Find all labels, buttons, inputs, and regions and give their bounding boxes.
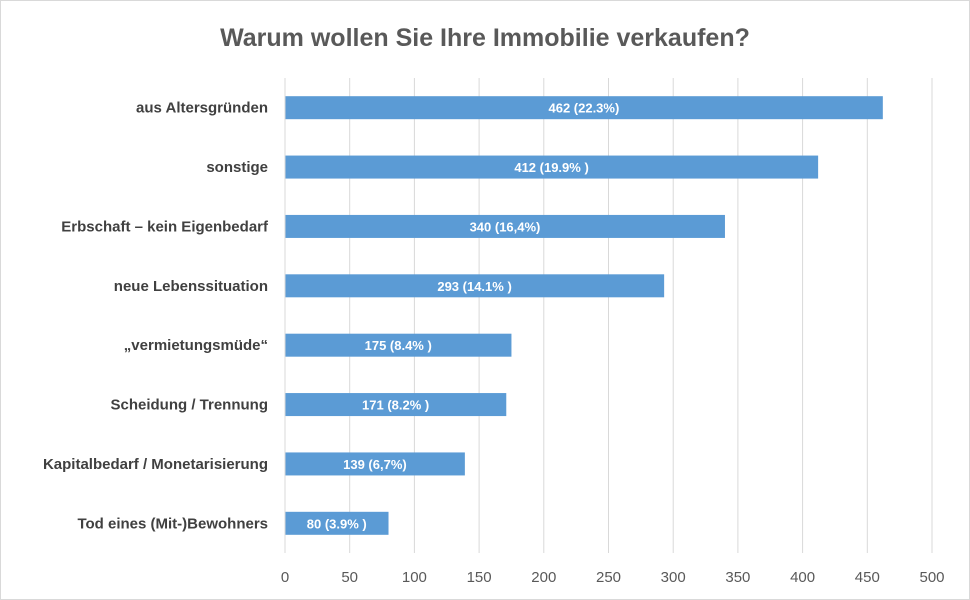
category-label: Scheidung / Trennung (111, 397, 269, 414)
x-tick-label: 350 (725, 569, 750, 586)
category-label: Erbschaft – kein Eigenbedarf (61, 218, 269, 235)
category-label: aus Altersgründen (136, 100, 268, 117)
bar (285, 214, 725, 238)
x-tick-label: 250 (596, 569, 621, 586)
data-label: 171 (8.2% ) (362, 398, 429, 413)
bar (285, 393, 507, 417)
x-tick-label: 200 (531, 569, 556, 586)
x-tick-label: 300 (661, 569, 686, 586)
x-tick-label: 400 (790, 569, 815, 586)
bars (285, 96, 883, 535)
x-tick-label: 150 (467, 569, 492, 586)
data-labels: 462 (22.3%) 412 (19.9% ) 340 (16,4%) 293 (1… (307, 101, 620, 532)
bar (285, 155, 819, 179)
x-tick-label: 450 (855, 569, 880, 586)
x-tick-label: 500 (919, 569, 944, 586)
category-label: neue Lebenssituation (114, 278, 268, 295)
data-label: 175 (8.4% ) (365, 338, 432, 353)
data-label: 80 (3.9% ) (307, 516, 367, 531)
category-label: Kapitalbedarf / Monetarisierung (43, 456, 268, 473)
category-label: sonstige (206, 159, 268, 176)
data-label: 340 (16,4%) (470, 219, 541, 234)
category-label: Tod eines (Mit-)Bewohners (77, 515, 268, 532)
data-label: 139 (6,7%) (343, 457, 407, 472)
category-label: „vermietungsmüde“ (124, 337, 268, 354)
x-tick-label: 100 (402, 569, 427, 586)
x-tick-label: 0 (281, 569, 289, 586)
data-label: 412 (19.9% ) (514, 160, 588, 175)
chart-title: Warum wollen Sie Ihre Immobilie verkaufe… (220, 24, 750, 52)
bar (285, 274, 665, 298)
x-axis-ticks: 0 50 100 150 200 250 300 350 400 450 500 (281, 569, 945, 586)
bar (285, 333, 512, 357)
bar (285, 511, 389, 535)
data-label: 462 (22.3%) (548, 101, 619, 116)
bar (285, 452, 465, 476)
category-labels: aus Altersgründen sonstige Erbschaft – kei… (43, 100, 269, 533)
data-label: 293 (14.1% ) (437, 279, 511, 294)
x-tick-label: 50 (341, 569, 358, 586)
gridlines (349, 78, 933, 553)
bar (285, 96, 883, 120)
